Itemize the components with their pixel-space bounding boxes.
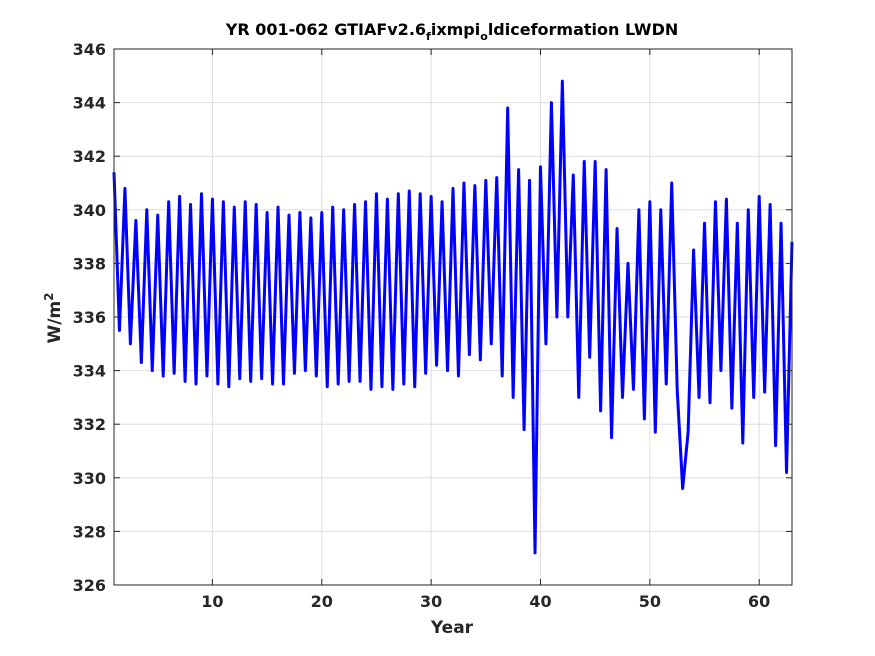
x-tick-label: 60 xyxy=(748,592,770,611)
y-tick-label: 326 xyxy=(73,576,106,595)
y-tick-label: 334 xyxy=(73,362,106,381)
y-axis-ticks: 326 328 330 332 334 336 338 340 342 344 346 xyxy=(73,40,792,595)
y-axis-label-sup: 2 xyxy=(42,292,56,300)
title-sub-2: o xyxy=(480,30,488,43)
x-axis-label: Year xyxy=(430,618,474,638)
y-tick-label: 338 xyxy=(73,254,106,273)
title-part-1: YR 001-062 GTIAFv2.6 xyxy=(225,20,426,39)
chart-title: YR 001-062 GTIAFv2.6fixmpioldiceformatio… xyxy=(225,20,679,43)
y-tick-label: 328 xyxy=(73,522,106,541)
y-tick-label: 340 xyxy=(73,201,106,220)
y-tick-label: 330 xyxy=(73,469,106,488)
x-tick-label: 40 xyxy=(529,592,551,611)
series-line xyxy=(112,79,794,555)
title-part-3: ldiceformation LWDN xyxy=(488,20,678,39)
y-axis-label-main: W/m xyxy=(45,301,65,344)
title-sub-1: f xyxy=(426,30,431,43)
y-tick-label: 346 xyxy=(73,40,106,59)
x-tick-label: 30 xyxy=(420,592,442,611)
y-axis-label: W/m2 xyxy=(42,292,65,343)
x-tick-label: 10 xyxy=(201,592,223,611)
x-tick-label: 50 xyxy=(639,592,661,611)
y-tick-label: 336 xyxy=(73,308,106,327)
y-tick-label: 332 xyxy=(73,415,106,434)
series-layer xyxy=(112,79,794,555)
x-tick-label: 20 xyxy=(311,592,333,611)
y-tick-label: 342 xyxy=(73,147,106,166)
x-axis-ticks: 10 20 30 40 50 60 xyxy=(201,49,770,611)
title-part-2: ixmpi xyxy=(431,20,480,39)
y-tick-label: 344 xyxy=(73,94,106,113)
